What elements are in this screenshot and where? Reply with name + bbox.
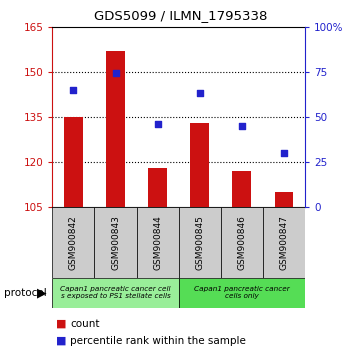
Text: GSM900843: GSM900843 xyxy=(111,215,120,270)
Text: GSM900846: GSM900846 xyxy=(238,215,246,270)
Bar xyxy=(263,207,305,278)
Point xyxy=(239,123,245,129)
Bar xyxy=(136,207,179,278)
Point xyxy=(281,150,287,156)
Text: percentile rank within the sample: percentile rank within the sample xyxy=(70,336,246,346)
Bar xyxy=(274,192,293,207)
Bar xyxy=(52,278,179,308)
Text: Capan1 pancreatic cancer
cells only: Capan1 pancreatic cancer cells only xyxy=(194,286,290,299)
Text: ■: ■ xyxy=(56,319,66,329)
Text: GSM900844: GSM900844 xyxy=(153,215,162,270)
Text: protocol: protocol xyxy=(4,288,46,298)
Bar xyxy=(106,51,125,207)
Text: ▶: ▶ xyxy=(37,287,46,299)
Point xyxy=(197,91,203,96)
Text: GSM900845: GSM900845 xyxy=(195,215,204,270)
Bar xyxy=(190,123,209,207)
Text: Capan1 pancreatic cancer cell
s exposed to PS1 stellate cells: Capan1 pancreatic cancer cell s exposed … xyxy=(60,286,171,299)
Text: GSM900847: GSM900847 xyxy=(279,215,288,270)
Text: GSM900842: GSM900842 xyxy=(69,215,78,270)
Point xyxy=(155,121,161,127)
Bar xyxy=(64,117,83,207)
Bar xyxy=(179,207,221,278)
Point xyxy=(113,71,118,76)
Text: ■: ■ xyxy=(56,336,66,346)
Bar xyxy=(221,207,263,278)
Point xyxy=(70,87,76,93)
Bar xyxy=(148,168,167,207)
Text: GDS5099 / ILMN_1795338: GDS5099 / ILMN_1795338 xyxy=(94,9,267,22)
Bar xyxy=(179,278,305,308)
Bar xyxy=(52,207,95,278)
Text: count: count xyxy=(70,319,100,329)
Bar xyxy=(232,171,251,207)
Bar xyxy=(95,207,136,278)
